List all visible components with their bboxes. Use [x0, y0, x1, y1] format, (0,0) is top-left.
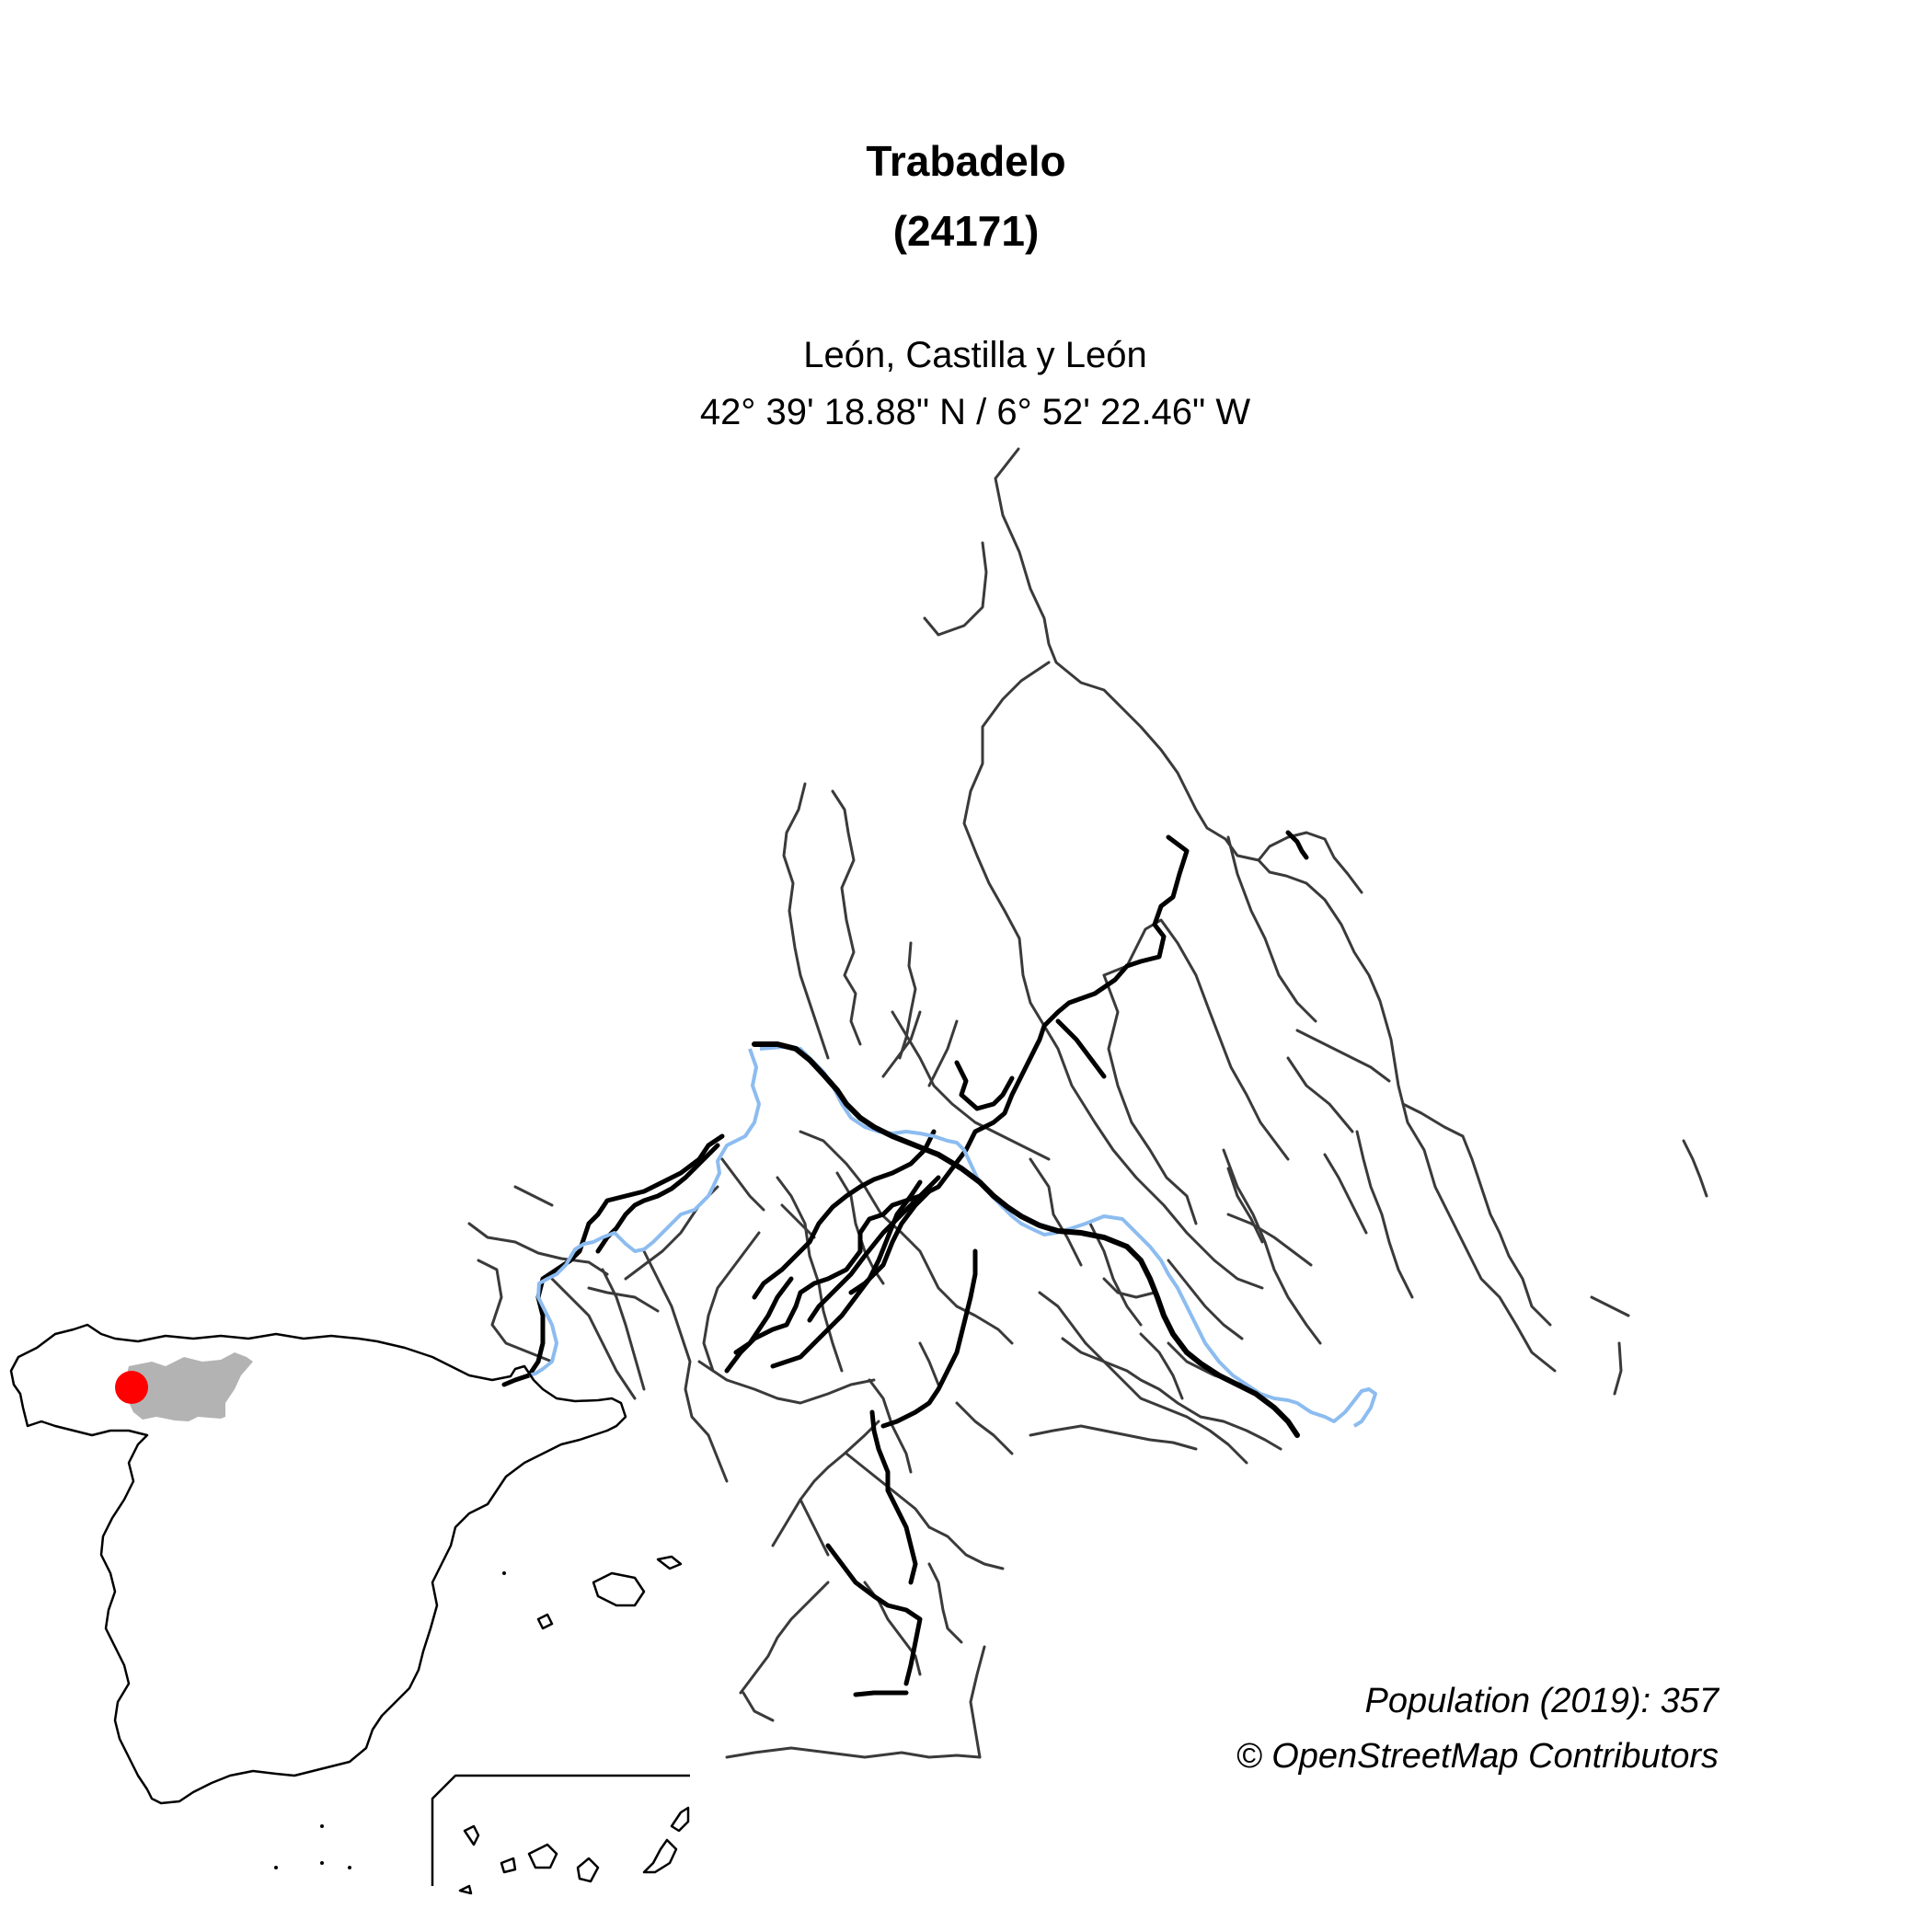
population-label: Population (2019): 357 — [1364, 1682, 1719, 1720]
canary-frame — [431, 1774, 690, 1886]
canary-islands — [458, 1806, 690, 1895]
map-title: Trabadelo — [866, 137, 1066, 185]
balearic-islands — [536, 1555, 683, 1630]
municipality-code: (24171) — [892, 207, 1040, 255]
highway-a6 — [752, 1041, 1300, 1438]
location-marker — [115, 1371, 148, 1404]
region-label: León, Castilla y León — [803, 335, 1147, 375]
minor-roads — [467, 447, 1708, 1759]
leon-province — [124, 1352, 253, 1421]
spain-inset-map — [9, 1323, 690, 1895]
major-roads — [501, 830, 1309, 1697]
spain-outline — [9, 1323, 627, 1805]
attribution-label: © OpenStreetMap Contributors — [1236, 1737, 1719, 1776]
small-islets — [274, 1571, 506, 1869]
coordinates-label: 42° 39' 18.88" N / 6° 52' 22.46" W — [699, 392, 1251, 432]
